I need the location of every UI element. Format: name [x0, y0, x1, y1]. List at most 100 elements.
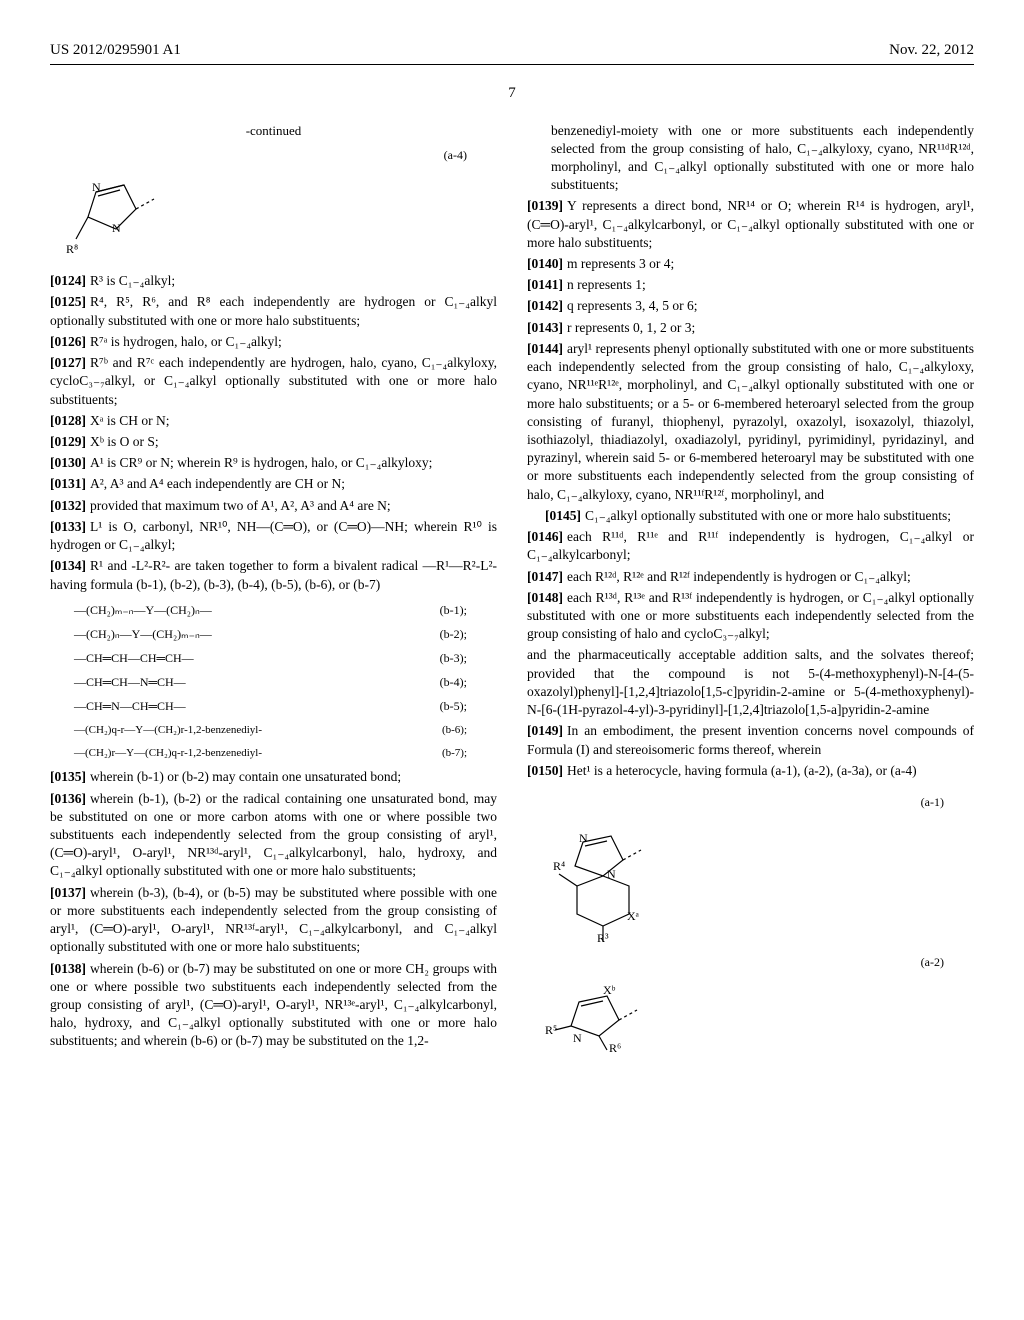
para-0126: [0126]R⁷ᵃ is hydrogen, halo, or C₁₋₄alky… [50, 333, 497, 351]
svg-text:R⁶: R⁶ [609, 1041, 621, 1054]
para-num: [0148] [527, 590, 563, 605]
para-0150: [0150]Het¹ is a heterocycle, having form… [527, 762, 974, 780]
header-rule [50, 64, 974, 65]
para-num: [0146] [527, 529, 563, 544]
right-column: benzenediyl-moiety with one or more subs… [527, 122, 974, 1065]
para-0135: [0135]wherein (b-1) or (b-2) may contain… [50, 768, 497, 786]
para-text: R⁴, R⁵, R⁶, and R⁸ each independently ar… [50, 294, 497, 327]
para-text: A², A³ and A⁴ each independently are CH … [90, 476, 345, 491]
para-text: each R¹¹ᵈ, R¹¹ᵉ and R¹¹ᶠ independently i… [527, 529, 974, 562]
para-text: wherein (b-1), (b-2) or the radical cont… [50, 791, 497, 879]
para-num: [0136] [50, 791, 86, 806]
para-text: In an embodiment, the present invention … [527, 723, 974, 756]
para-num: [0143] [527, 320, 563, 335]
para-num: [0138] [50, 961, 86, 976]
eq-l: —CH═N—CH═CH— [74, 698, 186, 714]
para-text: A¹ is CR⁹ or N; wherein R⁹ is hydrogen, … [90, 455, 432, 470]
eq-r: (b-2); [440, 626, 467, 642]
para-num: [0133] [50, 519, 86, 534]
para-cont-138: benzenediyl-moiety with one or more subs… [551, 122, 974, 195]
eq-b7: —(CH₂)r—Y—(CH₂)q-r-1,2-benzenediyl-(b-7)… [74, 746, 497, 761]
para-num: [0128] [50, 413, 86, 428]
para-num: [0140] [527, 256, 563, 271]
para-num: [0142] [527, 298, 563, 313]
para-text: wherein (b-6) or (b-7) may be substitute… [50, 961, 497, 1049]
para-text: wherein (b-3), (b-4), or (b-5) may be su… [50, 885, 497, 955]
pub-date: Nov. 22, 2012 [889, 40, 974, 60]
para-0140: [0140] m represents 3 or 4; [527, 255, 974, 273]
para-num: [0129] [50, 434, 86, 449]
para-text: Het¹ is a heterocycle, having formula (a… [567, 763, 917, 778]
para-0145: [0145] C₁₋₄alkyl optionally substituted w… [545, 507, 974, 525]
svg-text:N: N [573, 1031, 582, 1045]
eq-r: (b-1); [440, 602, 467, 618]
para-0131: [0131] A², A³ and A⁴ each independently a… [50, 475, 497, 493]
eq-l: —(CH₂)ₙ—Y—(CH₂)ₘ₋ₙ— [74, 626, 212, 642]
two-column-layout: -continued (a-4) N N R⁸ [0124] R³ is C₁₋₄… [50, 122, 974, 1065]
para-0137: [0137]wherein (b-3), (b-4), or (b-5) may… [50, 884, 497, 957]
svg-text:R⁵: R⁵ [545, 1023, 557, 1037]
para-0125: [0125]R⁴, R⁵, R⁶, and R⁸ each independen… [50, 293, 497, 329]
para-num: [0144] [527, 341, 563, 356]
para-num: [0145] [545, 508, 581, 523]
para-num: [0130] [50, 455, 86, 470]
para-text: Xᵇ is O or S; [90, 434, 159, 449]
eq-l: —(CH₂)r—Y—(CH₂)q-r-1,2-benzenediyl- [74, 746, 262, 761]
eq-r: (b-5); [440, 698, 467, 714]
para-0124: [0124] R³ is C₁₋₄alkyl; [50, 272, 497, 290]
para-0149: [0149]In an embodiment, the present inve… [527, 722, 974, 758]
para-0147: [0147] each R¹²ᵈ, R¹²ᵉ and R¹²ᶠ independe… [527, 568, 974, 586]
para-text: R¹ and -L²-R²- are taken together to for… [50, 558, 497, 591]
para-0144: [0144]aryl¹ represents phenyl optionally… [527, 340, 974, 504]
page-header: US 2012/0295901 A1 Nov. 22, 2012 [50, 40, 974, 60]
para-num: [0141] [527, 277, 563, 292]
para-num: [0131] [50, 476, 86, 491]
para-0141: [0141]n represents 1; [527, 276, 974, 294]
svg-text:N: N [112, 221, 121, 235]
eq-b1: —(CH₂)ₘ₋ₙ—Y—(CH₂)ₙ—(b-1); [74, 602, 497, 618]
svg-text:R³: R³ [597, 931, 609, 944]
eq-l: —CH═CH—N═CH— [74, 674, 186, 690]
para-0142: [0142]q represents 3, 4, 5 or 6; [527, 297, 974, 315]
para-0132: [0132]provided that maximum two of A¹, A… [50, 497, 497, 515]
para-0128: [0128] Xᵃ is CH or N; [50, 412, 497, 430]
para-text: each R¹²ᵈ, R¹²ᵉ and R¹²ᶠ independently i… [567, 569, 911, 584]
para-num: [0134] [50, 558, 86, 573]
svg-text:N: N [92, 180, 101, 194]
para-0127: [0127]R⁷ᵇ and R⁷ᶜ each independently are… [50, 354, 497, 409]
para-num: [0149] [527, 723, 563, 738]
para-num: [0137] [50, 885, 86, 900]
para-num: [0147] [527, 569, 563, 584]
svg-text:R⁴: R⁴ [553, 859, 565, 873]
para-0130: [0130] A¹ is CR⁹ or N; wherein R⁹ is hydr… [50, 454, 497, 472]
formula-tag-a2: (a-2) [527, 954, 944, 970]
para-text: provided that maximum two of A¹, A², A³ … [90, 498, 391, 513]
para-0139: [0139]Y represents a direct bond, NR¹⁴ o… [527, 197, 974, 252]
para-text: m represents 3 or 4; [567, 256, 674, 271]
para-tail: and the pharmaceutically acceptable addi… [527, 646, 974, 719]
eq-l: —(CH₂)q-r—Y—(CH₂)r-1,2-benzenediyl- [74, 723, 262, 738]
para-text: R⁷ᵇ and R⁷ᶜ each independently are hydro… [50, 355, 497, 406]
doc-number: US 2012/0295901 A1 [50, 40, 181, 60]
continued-label: -continued [50, 122, 497, 140]
eq-r: (b-3); [440, 650, 467, 666]
eq-l: —CH═CH—CH═CH— [74, 650, 194, 666]
para-text: wherein (b-1) or (b-2) may contain one u… [90, 769, 401, 784]
para-text: Xᵃ is CH or N; [90, 413, 169, 428]
svg-text:N: N [607, 867, 616, 881]
para-text: Y represents a direct bond, NR¹⁴ or O; w… [527, 198, 974, 249]
structure-a4: N N R⁸ [66, 167, 497, 262]
formula-tag-a4: (a-4) [50, 147, 467, 163]
para-0134: [0134]R¹ and -L²-R²- are taken together … [50, 557, 497, 593]
para-num: [0139] [527, 198, 563, 213]
eq-b5: —CH═N—CH═CH— (b-5); [74, 698, 497, 714]
eq-b4: —CH═CH—N═CH— (b-4); [74, 674, 497, 690]
structure-a1: R⁴ N N Xᵃ R³ [543, 814, 974, 944]
para-text: C₁₋₄alkyl optionally substituted with on… [585, 508, 951, 523]
para-num: [0124] [50, 273, 86, 288]
para-0146: [0146]each R¹¹ᵈ, R¹¹ᵉ and R¹¹ᶠ independe… [527, 528, 974, 564]
eq-b2: —(CH₂)ₙ—Y—(CH₂)ₘ₋ₙ— (b-2); [74, 626, 497, 642]
para-0133: [0133]L¹ is O, carbonyl, NR¹⁰, NH—(C═O),… [50, 518, 497, 554]
eq-r: (b-4); [440, 674, 467, 690]
para-text: R³ is C₁₋₄alkyl; [90, 273, 175, 288]
